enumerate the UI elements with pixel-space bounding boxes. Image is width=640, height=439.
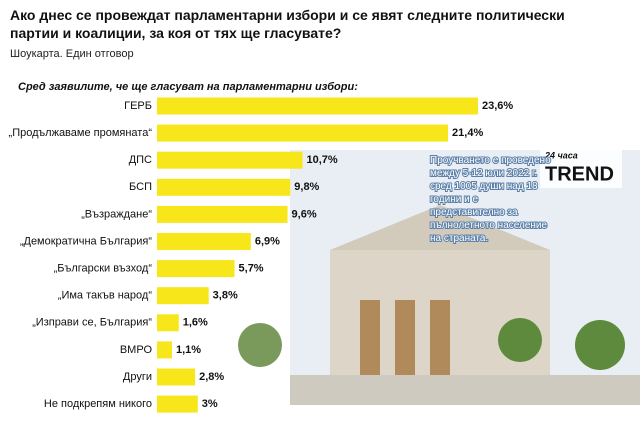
bar <box>157 178 291 196</box>
category-label: „Изправи се, България“ <box>32 317 152 329</box>
category-label: „Възраждане“ <box>81 208 152 220</box>
logo-box <box>540 148 622 188</box>
category-label: „Български възход“ <box>54 263 153 275</box>
category-label: „Има такъв народ“ <box>58 290 153 302</box>
category-label: БСП <box>129 181 152 193</box>
caption: Сред заявилите, че ще гласуват на парлам… <box>18 81 358 93</box>
background-building <box>238 150 640 405</box>
bar <box>157 205 288 223</box>
value-label: 21,4% <box>452 127 483 139</box>
category-label: ВМРО <box>120 344 153 356</box>
bar <box>157 260 235 278</box>
bar <box>157 341 172 359</box>
category-label: „Продължаваме промяната“ <box>9 127 153 139</box>
bar <box>157 287 209 305</box>
value-label: 2,8% <box>199 371 224 383</box>
bar <box>157 151 303 169</box>
category-label: Не подкрепям никого <box>44 398 152 410</box>
logo-top: 24 часа <box>544 150 578 160</box>
value-label: 23,6% <box>482 100 513 112</box>
value-label: 6,9% <box>255 235 280 247</box>
bar <box>157 97 478 115</box>
value-label: 9,8% <box>294 181 319 193</box>
value-label: 1,1% <box>176 344 201 356</box>
chart-title: Ако днес се провеждат парламентарни избо… <box>10 7 565 41</box>
bar <box>157 314 179 332</box>
category-label: „Демократична България“ <box>20 235 152 247</box>
bar <box>157 233 251 250</box>
category-label: ГЕРБ <box>124 100 152 112</box>
value-label: 10,7% <box>307 154 338 166</box>
value-label: 3,8% <box>213 290 238 302</box>
bar <box>157 395 198 413</box>
logo-main: TREND <box>545 163 614 185</box>
note: Проучването е проведено между 5-12 юли 20… <box>430 155 551 244</box>
value-label: 5,7% <box>239 263 264 275</box>
value-label: 3% <box>202 398 218 410</box>
bar <box>157 368 196 386</box>
bar <box>157 124 449 142</box>
value-label: 1,6% <box>183 317 208 329</box>
subtitle: Шоукарта. Един отговор <box>10 48 134 60</box>
value-label: 9,6% <box>292 208 317 220</box>
category-label: ДПС <box>129 154 152 166</box>
category-label: Други <box>123 371 152 383</box>
